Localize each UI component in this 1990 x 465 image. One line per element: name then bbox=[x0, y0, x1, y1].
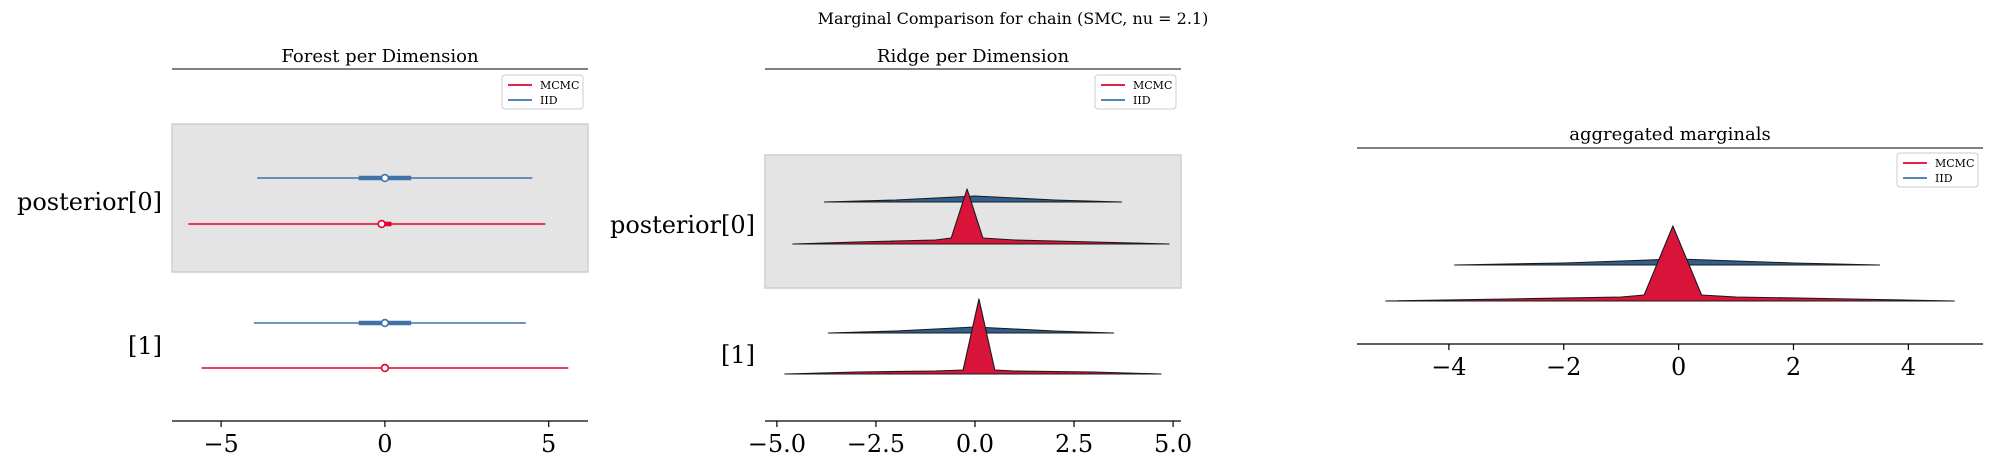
row-label: posterior[0] bbox=[17, 188, 162, 216]
legend-label-iid: IID bbox=[1935, 172, 1953, 185]
row-shade-band bbox=[171, 123, 589, 273]
row-label: [1] bbox=[721, 341, 755, 369]
aggregated-panel: aggregated marginals −4 −2 0 2 4 MCMC IID bbox=[1357, 124, 1983, 381]
panel-title: aggregated marginals bbox=[1569, 124, 1770, 145]
figure-suptitle: Marginal Comparison for chain (SMC, nu =… bbox=[818, 9, 1209, 28]
x-tick-label: −2.5 bbox=[847, 430, 905, 458]
ridge-density-mcmc bbox=[784, 298, 1162, 375]
forest-median-point bbox=[380, 173, 390, 183]
legend-label-mcmc: MCMC bbox=[1935, 157, 1974, 170]
ridge-panel: Ridge per Dimension posterior[0] [1] −5.0 −2… bbox=[610, 46, 1192, 458]
x-tick-label: 5.0 bbox=[1154, 430, 1192, 458]
x-tick-label: 5 bbox=[541, 430, 556, 458]
x-tick-label: −2 bbox=[1546, 353, 1581, 381]
ridge-density-mcmc bbox=[792, 188, 1170, 245]
ridge-density-iid bbox=[827, 326, 1115, 334]
x-tick-label: 4 bbox=[1901, 353, 1916, 381]
ridge-density-mcmc bbox=[1385, 225, 1955, 302]
forest-median-point bbox=[380, 318, 390, 328]
x-tick-label: 2.5 bbox=[1055, 430, 1093, 458]
legend-label-mcmc: MCMC bbox=[540, 79, 579, 92]
ridge-density-iid bbox=[823, 195, 1123, 203]
legend-label-iid: IID bbox=[1133, 94, 1151, 107]
x-tick-label: −4 bbox=[1431, 353, 1466, 381]
x-tick-label: 2 bbox=[1786, 353, 1801, 381]
x-tick-label: 0 bbox=[377, 430, 392, 458]
forest-median-point bbox=[380, 363, 390, 373]
x-tick-label: −5.0 bbox=[748, 430, 806, 458]
row-label: posterior[0] bbox=[610, 211, 755, 239]
panel-title: Forest per Dimension bbox=[281, 46, 479, 67]
forest-panel: Forest per Dimension posterior[0] [1] −5 0 5 M… bbox=[17, 46, 589, 458]
legend-label-iid: IID bbox=[540, 94, 558, 107]
row-label: [1] bbox=[128, 332, 162, 360]
x-tick-label: 0.0 bbox=[956, 430, 994, 458]
panel-title: Ridge per Dimension bbox=[877, 46, 1070, 67]
x-tick-label: −5 bbox=[203, 430, 238, 458]
forest-median-point bbox=[377, 219, 386, 229]
x-tick-label: 0 bbox=[1671, 353, 1686, 381]
legend-label-mcmc: MCMC bbox=[1133, 79, 1172, 92]
